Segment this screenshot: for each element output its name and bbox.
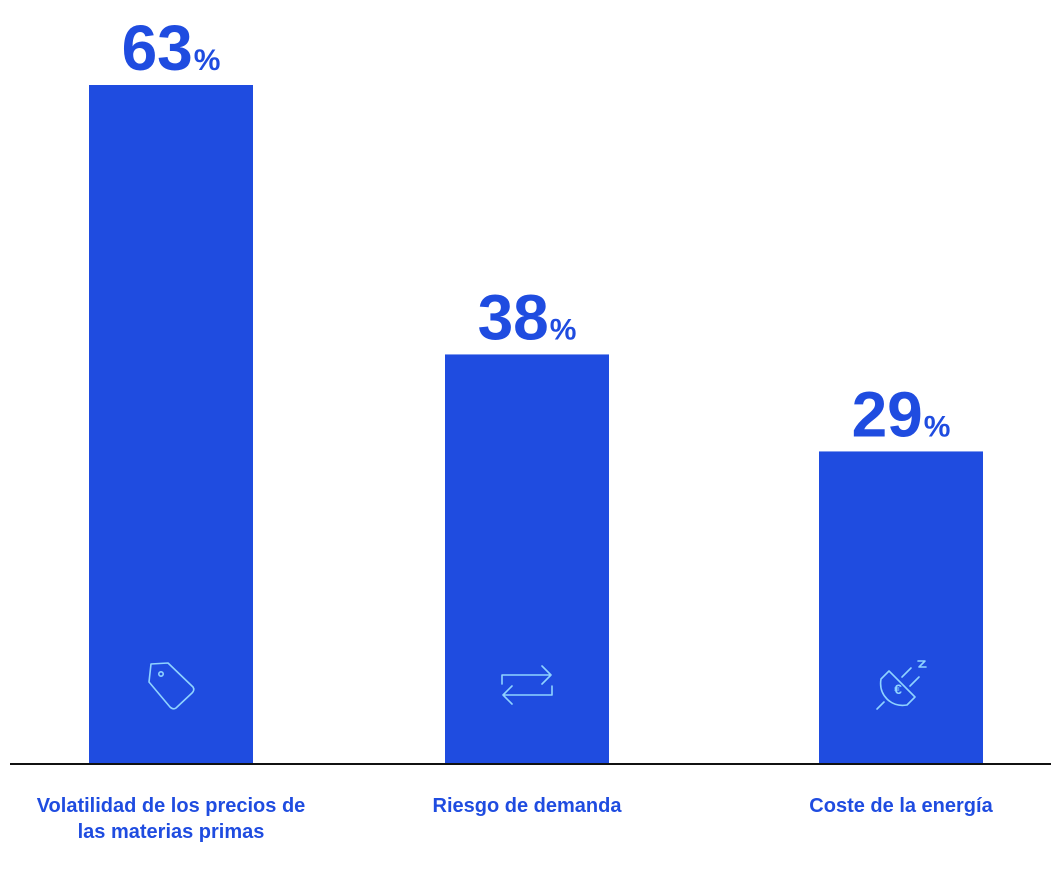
value-unit: % <box>924 410 951 443</box>
plug-euro-icon: € <box>876 660 927 710</box>
category-label-energy-cost: Coste de la energía <box>809 795 993 817</box>
value-label-energy-cost: 29% <box>852 378 951 450</box>
value-number: 63 <box>122 12 193 84</box>
value-labels-layer: 63%38%29% <box>122 12 951 450</box>
value-label-demand-risk: 38% <box>478 281 577 353</box>
bar-raw-materials <box>89 85 253 764</box>
category-label-demand-risk: Riesgo de demanda <box>432 795 622 817</box>
price-tag-icon <box>148 662 195 710</box>
value-number: 29 <box>852 378 923 450</box>
icons-layer: € <box>148 660 927 710</box>
value-number: 38 <box>478 281 549 353</box>
value-label-raw-materials: 63% <box>122 12 221 84</box>
category-label-raw-materials: Volatilidad de los precios de las materi… <box>36 795 306 843</box>
euro-glyph: € <box>894 681 902 697</box>
bars-layer <box>89 85 983 764</box>
value-unit: % <box>194 44 221 77</box>
value-unit: % <box>550 313 577 346</box>
exchange-arrows-icon <box>501 665 553 705</box>
bar-energy-cost <box>819 451 983 764</box>
bar-demand-risk <box>445 354 609 764</box>
